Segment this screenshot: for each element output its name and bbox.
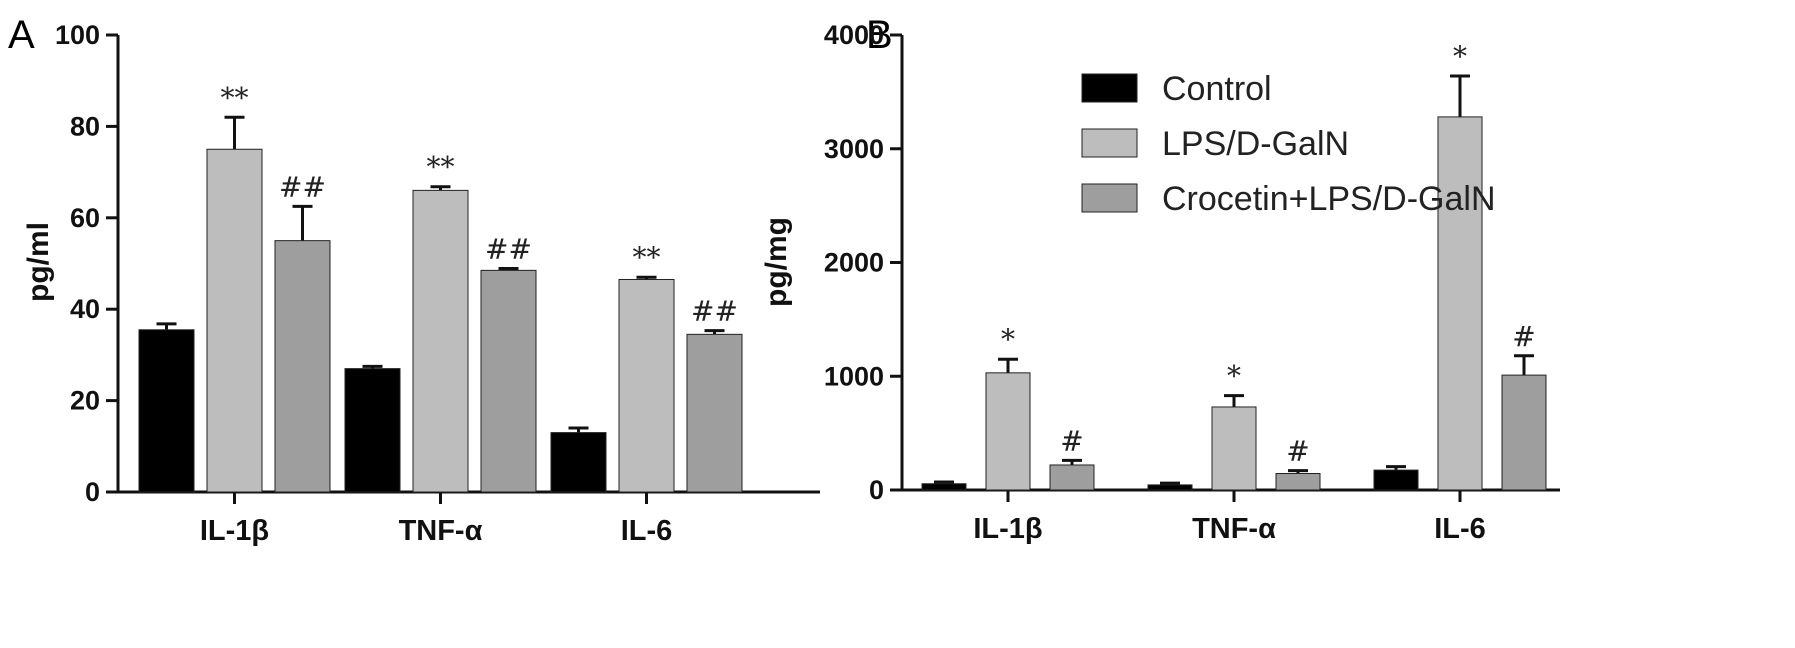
- x-category-label: IL-1β: [973, 513, 1042, 545]
- y-tick-label: 80: [70, 111, 100, 141]
- y-tick-label: 3000: [824, 134, 884, 164]
- bar-control: [138, 329, 195, 493]
- x-category-label: TNF-α: [399, 515, 483, 547]
- significance-mark: *: [1453, 40, 1467, 73]
- bar-control: [550, 432, 607, 493]
- bar-lps-d-galn: [1211, 406, 1257, 491]
- significance-mark: **: [633, 241, 661, 274]
- significance-mark: ##: [691, 295, 738, 328]
- legend-entry: Control: [1162, 70, 1272, 108]
- significance-mark: **: [427, 151, 455, 184]
- legend-swatch: [1081, 73, 1138, 103]
- bar-crocetin-lps-d-galn: [480, 269, 537, 493]
- significance-mark: ##: [279, 170, 326, 203]
- y-axis-label: pg/mg: [760, 217, 793, 307]
- y-tick-label: 1000: [824, 361, 884, 391]
- y-tick-label: 0: [85, 477, 100, 507]
- bar-crocetin-lps-d-galn: [1049, 464, 1095, 491]
- x-category-label: IL-6: [1434, 513, 1486, 545]
- bar-control: [1147, 484, 1193, 491]
- bar-lps-d-galn: [1437, 116, 1483, 491]
- bar-control: [921, 483, 967, 491]
- bar-crocetin-lps-d-galn: [1275, 473, 1321, 491]
- panel-b-chart: 0 1000 2000 3000 4000 pg/mg IL-1β * # TNF-α * # IL-6…: [760, 20, 1560, 545]
- y-tick-label: 40: [70, 294, 100, 324]
- bar-crocetin-lps-d-galn: [686, 333, 743, 493]
- legend-entry: LPS/D-GalN: [1162, 125, 1349, 163]
- x-category-label: TNF-α: [1192, 513, 1276, 545]
- x-category-label: IL-6: [621, 515, 673, 547]
- y-tick-label: 4000: [824, 20, 884, 50]
- y-tick-label: 2000: [824, 248, 884, 278]
- panel-b-letter: B: [866, 13, 893, 57]
- bar-crocetin-lps-d-galn: [1501, 374, 1547, 491]
- bar-lps-d-galn: [985, 372, 1031, 491]
- y-tick-label: 100: [55, 20, 100, 50]
- bar-lps-d-galn: [618, 278, 675, 493]
- significance-mark: #: [1286, 435, 1309, 468]
- significance-mark: *: [1227, 360, 1241, 393]
- significance-mark: #: [1512, 320, 1535, 353]
- legend-swatch: [1081, 183, 1138, 213]
- y-tick-label: 20: [70, 386, 100, 416]
- legend-swatch: [1081, 128, 1138, 158]
- significance-mark: ##: [485, 233, 532, 266]
- x-category-label: IL-1β: [200, 515, 269, 547]
- y-axis-label: pg/ml: [22, 222, 55, 302]
- bar-control: [1373, 469, 1419, 491]
- y-tick-label: 0: [869, 475, 884, 505]
- y-tick-label: 60: [70, 203, 100, 233]
- bar-control: [344, 368, 401, 493]
- significance-mark: #: [1060, 424, 1083, 457]
- significance-mark: *: [1001, 323, 1015, 356]
- significance-mark: **: [221, 81, 249, 114]
- panel-a-letter: A: [8, 13, 35, 57]
- bar-lps-d-galn: [206, 148, 263, 493]
- panel-a-chart: 0 20 40 60 80 100 pg/ml IL-1β ** ## TNF-α ** ## IL-6 *…: [22, 20, 820, 547]
- bar-lps-d-galn: [412, 189, 469, 493]
- legend-entry: Crocetin+LPS/D-GalN: [1162, 180, 1496, 218]
- bar-crocetin-lps-d-galn: [274, 240, 331, 493]
